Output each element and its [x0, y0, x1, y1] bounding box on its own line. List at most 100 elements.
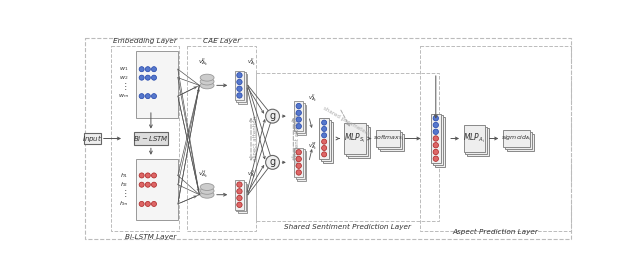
- Circle shape: [322, 120, 326, 125]
- Circle shape: [152, 75, 157, 80]
- Bar: [465, 126, 487, 154]
- Bar: [503, 130, 530, 147]
- Bar: [134, 131, 168, 145]
- Text: $v_{A_k}^E$: $v_{A_k}^E$: [198, 57, 209, 68]
- Bar: [319, 118, 329, 159]
- Circle shape: [139, 67, 144, 72]
- Circle shape: [152, 182, 157, 187]
- Ellipse shape: [200, 82, 214, 89]
- Circle shape: [139, 75, 144, 80]
- Bar: [136, 158, 178, 220]
- Circle shape: [237, 195, 242, 201]
- Text: $v_{A_k}^{M}$: $v_{A_k}^{M}$: [308, 141, 317, 152]
- Bar: [507, 134, 534, 151]
- Bar: [296, 150, 305, 179]
- Circle shape: [145, 75, 150, 80]
- Bar: [505, 132, 532, 149]
- Bar: [136, 51, 178, 119]
- Circle shape: [237, 93, 242, 98]
- Ellipse shape: [200, 78, 214, 85]
- Circle shape: [145, 201, 150, 207]
- Circle shape: [237, 73, 242, 78]
- Text: $w_m$: $w_m$: [118, 92, 129, 100]
- Circle shape: [433, 156, 438, 161]
- Circle shape: [296, 156, 301, 162]
- Text: CAE Layer: CAE Layer: [203, 38, 241, 44]
- Bar: [463, 125, 485, 152]
- Circle shape: [139, 201, 144, 207]
- Ellipse shape: [200, 191, 214, 198]
- Bar: [297, 151, 307, 181]
- Text: $v_{A_k}^{E}$: $v_{A_k}^{E}$: [308, 93, 317, 104]
- Bar: [420, 46, 570, 231]
- Bar: [235, 180, 244, 210]
- Text: $softmax_{S_i}$: $softmax_{S_i}$: [372, 134, 404, 143]
- Circle shape: [237, 182, 242, 187]
- Text: g: g: [269, 157, 276, 167]
- Bar: [294, 147, 303, 177]
- Text: sentiment attention: sentiment attention: [295, 111, 300, 166]
- Circle shape: [296, 163, 301, 168]
- Circle shape: [145, 182, 150, 187]
- Circle shape: [322, 126, 326, 131]
- Bar: [344, 123, 365, 154]
- Circle shape: [322, 133, 326, 138]
- Bar: [348, 127, 369, 158]
- Bar: [297, 105, 307, 135]
- Text: $v_{A_k}^H$: $v_{A_k}^H$: [247, 168, 257, 180]
- Text: Embedding Layer: Embedding Layer: [113, 38, 177, 44]
- Bar: [323, 122, 333, 163]
- Circle shape: [296, 150, 301, 155]
- Text: $\vdots$: $\vdots$: [121, 81, 127, 92]
- Bar: [236, 73, 246, 102]
- Circle shape: [152, 94, 157, 99]
- Text: $w_2$: $w_2$: [119, 74, 129, 82]
- Ellipse shape: [200, 183, 214, 191]
- Circle shape: [145, 67, 150, 72]
- Circle shape: [139, 173, 144, 178]
- Circle shape: [266, 155, 280, 169]
- Circle shape: [145, 94, 150, 99]
- Circle shape: [433, 129, 438, 134]
- Bar: [238, 184, 247, 213]
- Text: $h_1$: $h_1$: [120, 171, 128, 180]
- Circle shape: [152, 173, 157, 178]
- Bar: [435, 117, 445, 167]
- Bar: [235, 70, 244, 100]
- Circle shape: [266, 109, 280, 123]
- Bar: [431, 114, 441, 163]
- Circle shape: [322, 139, 326, 144]
- Text: $sigmoid_{A_i}$: $sigmoid_{A_i}$: [502, 134, 532, 143]
- Circle shape: [139, 94, 144, 99]
- Circle shape: [296, 117, 301, 122]
- Text: $Bi-LSTM$: $Bi-LSTM$: [133, 134, 169, 143]
- Text: $\vdots$: $\vdots$: [121, 188, 127, 199]
- Text: Aspect Prediction Layer: Aspect Prediction Layer: [452, 229, 538, 235]
- Circle shape: [296, 123, 301, 129]
- Circle shape: [152, 201, 157, 207]
- Text: Shared Sentiment Prediction Layer: Shared Sentiment Prediction Layer: [284, 224, 411, 230]
- Circle shape: [145, 173, 150, 178]
- Circle shape: [296, 170, 301, 175]
- Circle shape: [433, 142, 438, 148]
- Text: g: g: [269, 111, 276, 121]
- Circle shape: [433, 136, 438, 141]
- Text: $h_m$: $h_m$: [119, 199, 129, 208]
- Circle shape: [433, 122, 438, 128]
- Bar: [378, 132, 403, 149]
- Bar: [380, 134, 404, 151]
- Text: $v_{A_k}^H$: $v_{A_k}^H$: [198, 168, 209, 180]
- Circle shape: [139, 182, 144, 187]
- Text: $Input$: $Input$: [82, 133, 102, 144]
- Bar: [238, 74, 247, 104]
- Circle shape: [237, 202, 242, 208]
- Bar: [236, 182, 246, 211]
- Circle shape: [296, 103, 301, 109]
- Circle shape: [296, 110, 301, 115]
- Text: Bi-LSTM Layer: Bi-LSTM Layer: [125, 234, 177, 240]
- Bar: [255, 73, 439, 221]
- Text: $v_{A_k}^E$: $v_{A_k}^E$: [247, 57, 257, 68]
- Circle shape: [237, 86, 242, 91]
- Bar: [467, 128, 489, 156]
- Bar: [111, 46, 179, 231]
